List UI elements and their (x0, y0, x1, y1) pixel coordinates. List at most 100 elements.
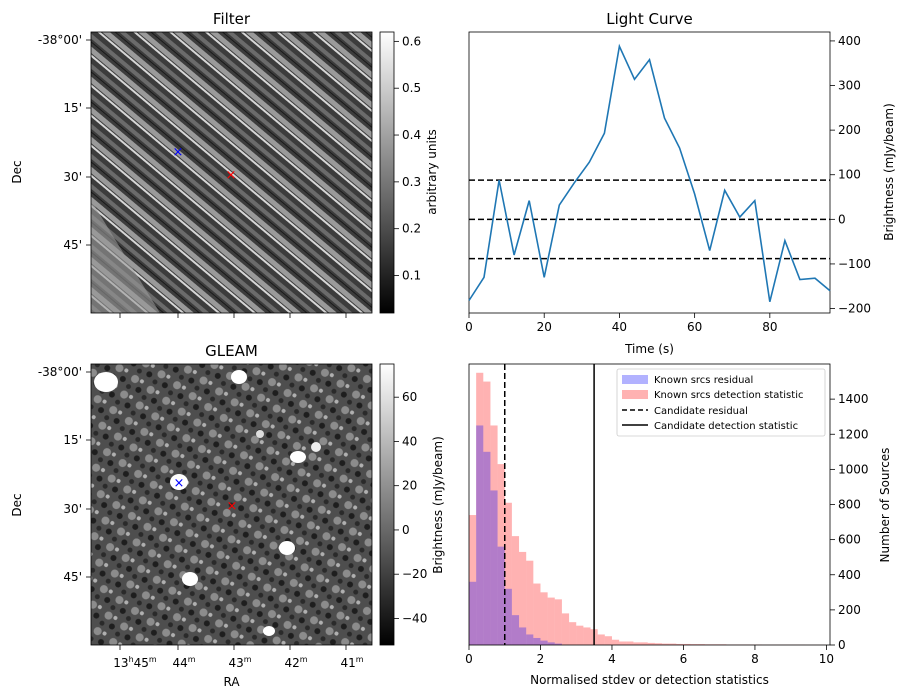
y-tick-label: 200 (838, 603, 861, 617)
gleam-red-marker: × (227, 499, 238, 514)
filter-panel: Filter × × -38°00'15'30'45' Dec 0.10.20.… (10, 10, 439, 318)
filter-blue-marker: × (173, 145, 184, 160)
gleam-title: GLEAM (205, 342, 258, 360)
histogram-x-ticks: 0 2 4 6 8 10 (465, 645, 834, 666)
y-tick-label: 100 (838, 168, 861, 182)
histogram-bar (633, 642, 641, 645)
filter-y-ticks: -38°00' 15' 30' 45' (38, 33, 91, 252)
histogram-bar (469, 515, 477, 645)
histogram-bar (497, 546, 505, 645)
y-tick-label: 600 (838, 533, 861, 547)
histogram-reference-lines (503, 364, 595, 645)
histogram-bar (547, 642, 555, 645)
colorbar-tick-label: −20 (402, 567, 427, 581)
gleam-colorbar (379, 363, 395, 646)
gleam-x-tick-labels: 13h45m 44m 43m 42m 41m (113, 655, 363, 670)
gleam-colorbar-ticks: −40 −20 0 20 40 60 (394, 390, 427, 625)
colorbar-tick-label: 0.2 (402, 222, 421, 236)
y-tick-label: 1000 (838, 462, 869, 476)
histogram-bar (533, 583, 541, 645)
histogram-bar (533, 637, 541, 645)
filter-y-axis-label: Dec (10, 160, 24, 183)
gleam-x-tick-41m: 41m (340, 655, 363, 670)
gleam-y-axis-label: Dec (10, 493, 24, 516)
gleam-x-tick-43m: 43m (228, 655, 251, 670)
light-curve-x-axis-label: Time (s) (624, 342, 674, 356)
histogram-bar (540, 592, 548, 645)
x-tick-label: 2 (537, 652, 545, 666)
y-tick-label: 15' (63, 101, 82, 115)
y-tick-label: 45' (63, 570, 82, 584)
histogram-y-ticks: 0 200 400 600 800 1000 1200 1400 (830, 392, 869, 652)
histogram-x-axis-label: Normalised stdev or detection statistics (530, 673, 769, 687)
x-tick-label: 20 (537, 320, 552, 334)
histogram-panel: 0 2 4 6 8 10 0 200 400 600 800 1000 1200 1400 Normal… (465, 363, 892, 687)
colorbar-tick-label: 20 (402, 479, 417, 493)
histogram-bar (526, 634, 534, 645)
x-tick-label: 0 (465, 652, 473, 666)
colorbar-tick-label: 0.4 (402, 128, 421, 142)
x-tick-label: 10 (819, 652, 834, 666)
histogram-bar (683, 643, 691, 645)
histogram-bar (554, 599, 562, 645)
histogram-bar (490, 490, 498, 645)
filter-colorbar (379, 31, 395, 314)
histogram-bar (647, 642, 655, 645)
colorbar-tick-label: 0 (402, 523, 410, 537)
y-tick-label: 45' (63, 238, 82, 252)
y-tick-label: -38°00' (38, 33, 82, 47)
y-tick-label: 300 (838, 79, 861, 93)
filter-image (91, 32, 372, 313)
light-curve-y-axis-label: Brightness (mJy/beam) (882, 103, 896, 241)
light-curve-panel: Light Curve 0 20 40 60 80 −200 −100 0 100 200 300… (465, 10, 896, 356)
histogram-bar (476, 425, 484, 645)
light-curve-series (468, 43, 831, 302)
legend-label-candidate-detection: Candidate detection statistic (654, 421, 798, 432)
x-tick-label: 8 (751, 652, 759, 666)
y-tick-label: 0 (838, 212, 846, 226)
gleam-x-tick-42m: 42m (284, 655, 307, 670)
histogram-bar (526, 560, 534, 645)
histogram-bar (611, 639, 620, 645)
legend-swatch-residual (622, 375, 648, 384)
histogram-bar (519, 551, 527, 645)
histogram-bar (540, 640, 548, 645)
histogram-bar (597, 634, 605, 645)
y-tick-label: 400 (838, 34, 861, 48)
gleam-blue-marker: × (174, 476, 185, 491)
histogram-bar (569, 622, 577, 645)
histogram-bar (490, 425, 498, 645)
filter-red-marker: × (226, 168, 237, 183)
histogram-bars (469, 372, 827, 645)
histogram-bar (619, 641, 627, 645)
x-tick-label: 4 (608, 652, 616, 666)
histogram-bar (576, 625, 584, 645)
histogram-bar (554, 643, 562, 645)
colorbar-tick-label: 0.6 (402, 34, 421, 48)
x-tick-label: 60 (687, 320, 702, 334)
gleam-x-tick-44m: 44m (172, 655, 195, 670)
histogram-bar (626, 641, 634, 645)
histogram-bar (483, 451, 491, 645)
gleam-x-axis-label: RA (223, 675, 240, 689)
histogram-bar (483, 381, 491, 645)
histogram-bar (511, 536, 520, 645)
x-tick-label: 0 (465, 320, 473, 334)
light-curve-title: Light Curve (606, 10, 692, 28)
y-tick-label: 800 (838, 498, 861, 512)
y-tick-label: 400 (838, 568, 861, 582)
x-tick-label: 6 (680, 652, 688, 666)
light-curve-line (468, 43, 831, 302)
y-tick-label: 30' (63, 170, 82, 184)
histogram-bar (547, 597, 555, 645)
histogram-bar (504, 502, 512, 645)
gleam-colorbar-label: Brightness (mJy/beam) (431, 436, 445, 574)
filter-colorbar-ticks: 0.1 0.2 0.3 0.4 0.5 0.6 (394, 34, 421, 283)
y-tick-label: −100 (838, 257, 871, 271)
histogram-bar (676, 643, 684, 645)
histogram-bar (604, 636, 612, 645)
y-tick-label: 200 (838, 123, 861, 137)
legend-swatch-detection (622, 390, 648, 399)
legend-label-detection: Known srcs detection statistic (654, 390, 803, 401)
